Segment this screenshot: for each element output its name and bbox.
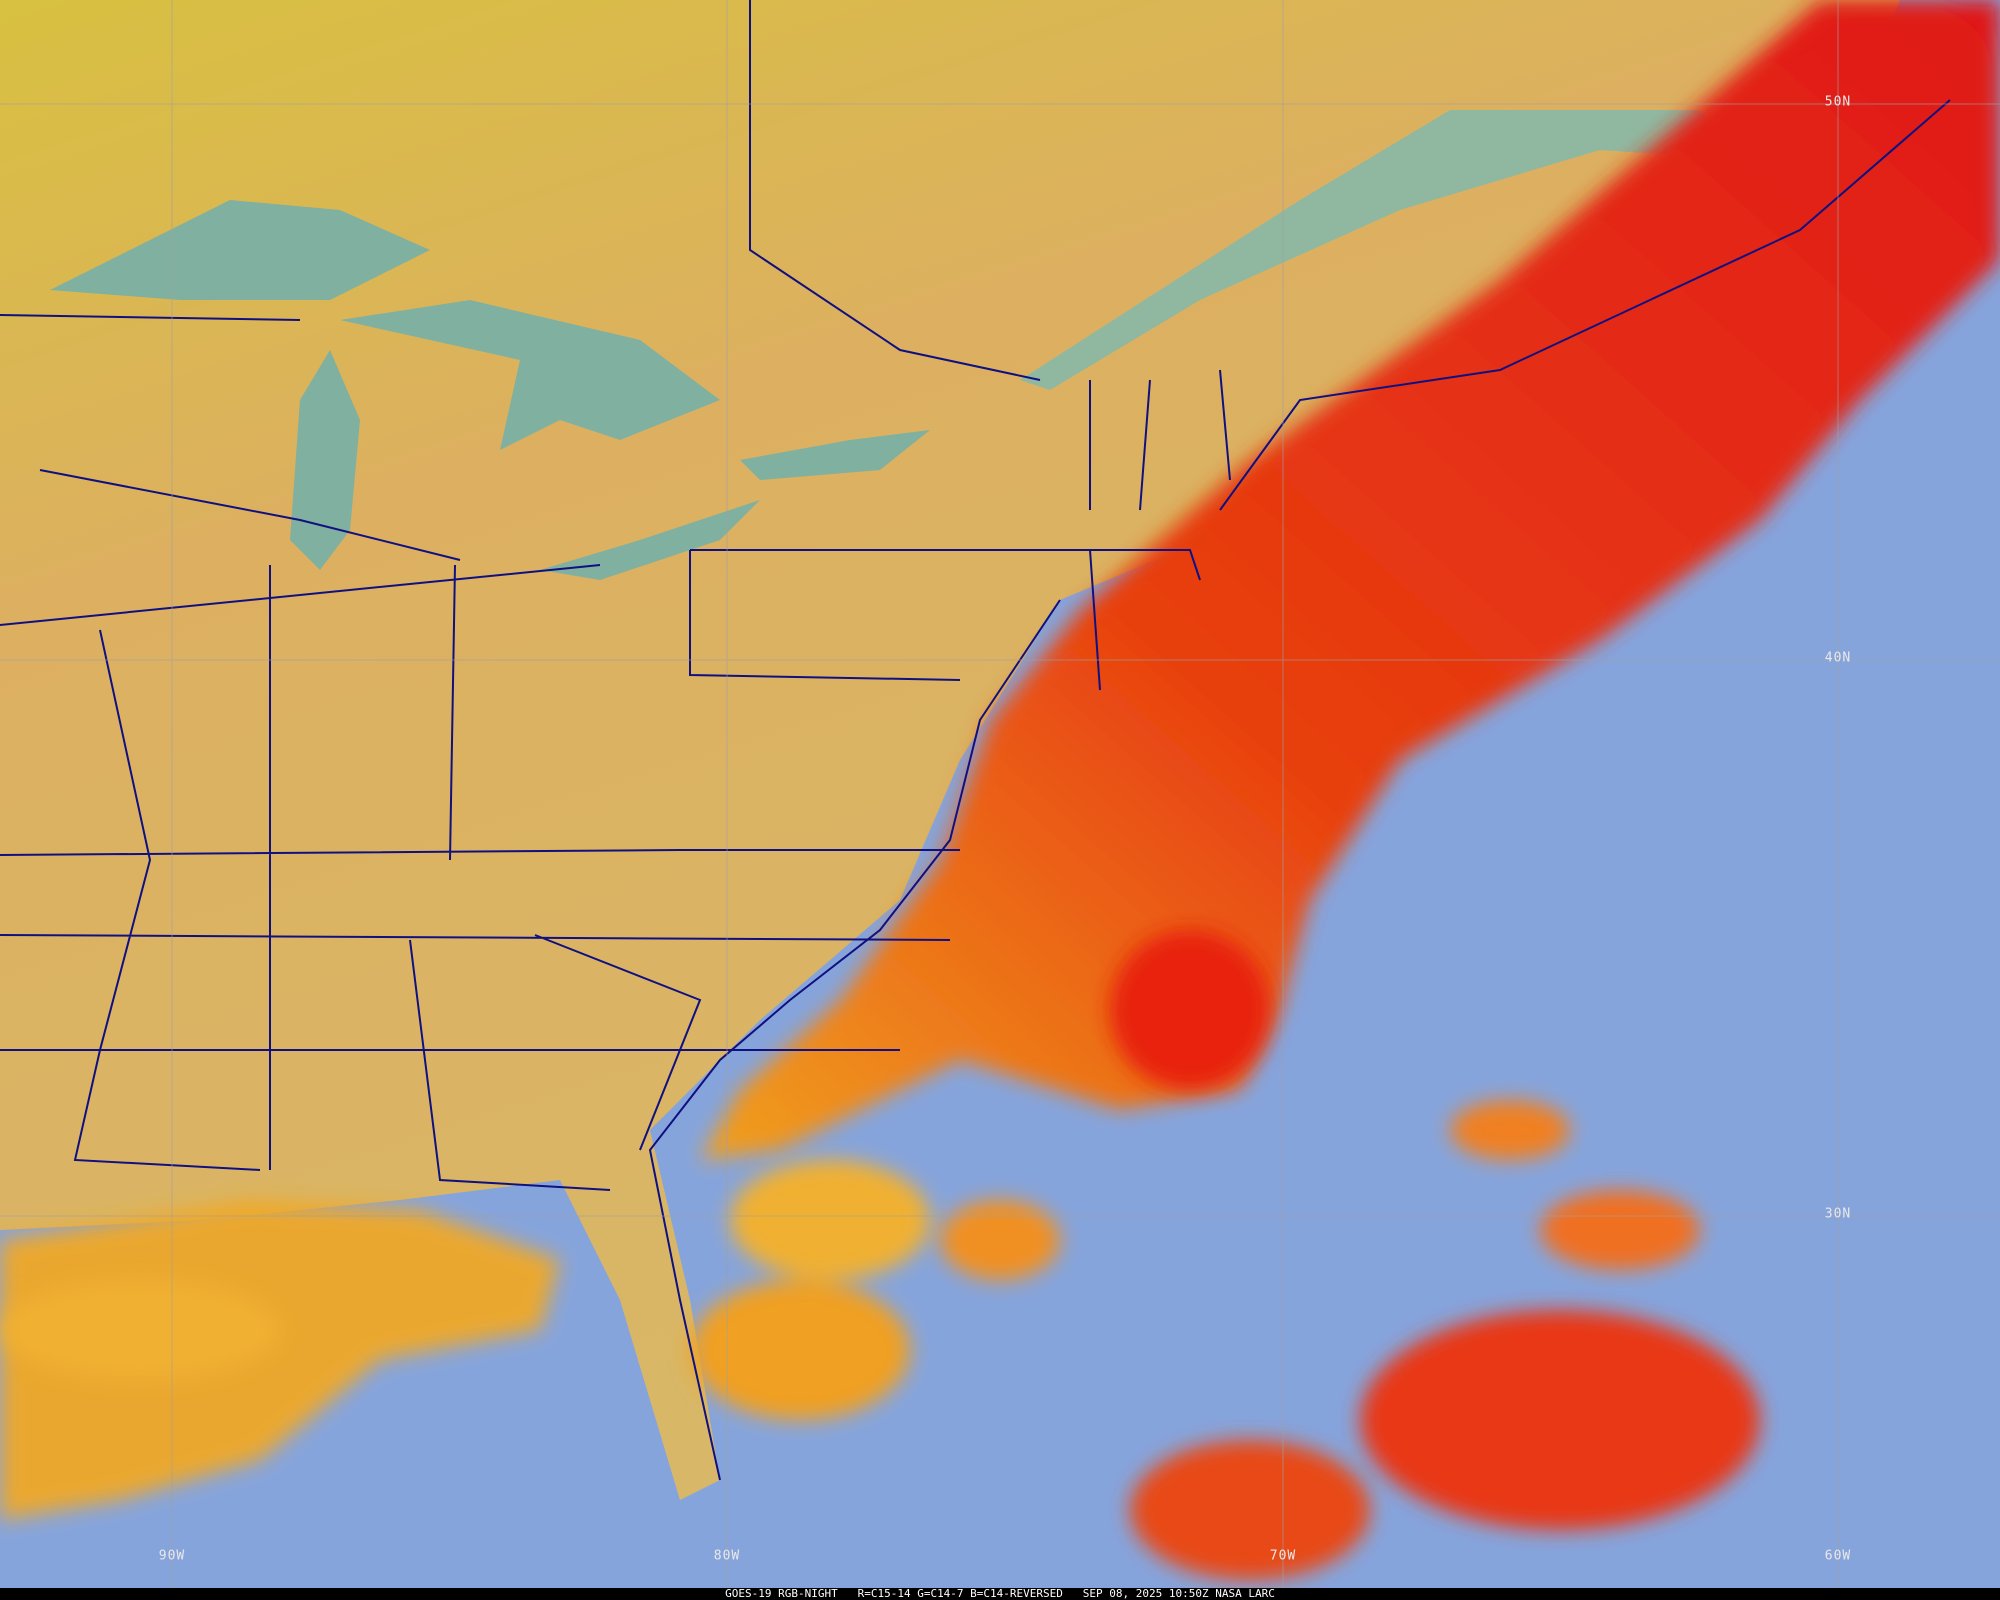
image-caption: GOES-19 RGB-NIGHT R=C15-14 G=C14-7 B=C14… [0,1588,2000,1600]
longitude-label: 90W [158,1548,186,1564]
convective-clusters [0,930,1760,1580]
longitude-label: 70W [1269,1548,1297,1564]
great-lakes [50,200,930,580]
caption-source: NASA LARC [1215,1587,1275,1600]
latitude-label: 30N [1824,1206,1852,1222]
political-boundaries [0,0,1951,1481]
caption-datetime: SEP 08, 2025 10:50Z [1082,1587,1209,1600]
longitude-label: 80W [713,1548,741,1564]
latitude-label: 40N [1824,650,1852,666]
caption-satellite: GOES-19 RGB-NIGHT [725,1587,838,1600]
longitude-label: 60W [1824,1548,1852,1564]
caption-channels: R=C15-14 G=C14-7 B=C14-REVERSED [857,1587,1063,1600]
frontal-cloud-band [700,0,2000,1160]
latitude-label: 50N [1824,94,1852,110]
